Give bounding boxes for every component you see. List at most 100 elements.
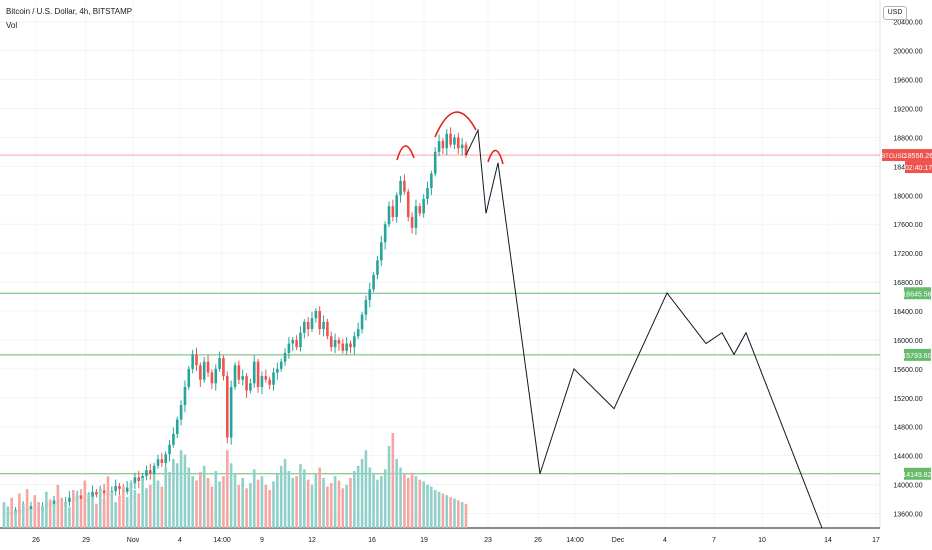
volume-bar <box>195 480 198 528</box>
volume-bar <box>75 495 79 528</box>
x-tick-label: 4 <box>663 537 667 544</box>
candle-body <box>453 137 456 145</box>
candle-body <box>372 274 375 290</box>
volume-bar <box>356 465 360 528</box>
candle-body <box>414 206 418 228</box>
volume-bar <box>241 477 244 528</box>
head-arc <box>434 111 477 138</box>
volume-bar <box>287 471 291 528</box>
candle-body <box>314 311 318 319</box>
volume-bar <box>133 490 137 528</box>
volume-bar <box>222 476 225 528</box>
volume-bar <box>345 484 348 528</box>
volume-bar <box>314 474 318 528</box>
candle-body <box>283 352 287 362</box>
candle-body <box>349 343 352 348</box>
candle-body <box>241 376 244 380</box>
y-tick-label: 19600.00 <box>893 78 922 85</box>
volume-bar <box>48 499 52 528</box>
volume-bar <box>329 483 333 528</box>
volume-bar <box>152 474 156 528</box>
candle-body <box>353 336 356 348</box>
y-tick-label: 16000.00 <box>893 338 922 345</box>
candle-body <box>449 133 452 145</box>
volume-bar <box>137 493 141 528</box>
x-tick-label: 16 <box>368 537 376 544</box>
volume-bar <box>21 503 25 528</box>
volume-bar <box>202 465 206 528</box>
volume-bar <box>460 502 464 528</box>
x-tick-label: 26 <box>534 537 542 544</box>
volume-bar <box>441 493 445 528</box>
volume-bar <box>341 488 345 528</box>
candle-body <box>295 339 298 348</box>
volume-bar <box>122 486 125 528</box>
volume-bar <box>37 502 40 528</box>
volume-bar <box>91 496 94 528</box>
candle-body <box>430 173 433 189</box>
volume-bar <box>2 502 6 528</box>
y-tick-label: 17600.00 <box>893 222 922 229</box>
volume-bar <box>272 481 275 528</box>
volume-bar <box>418 479 422 528</box>
projection-path <box>465 128 823 529</box>
x-tick-label: 17 <box>872 537 880 544</box>
volume-bar <box>264 484 268 528</box>
candle-body <box>226 376 229 438</box>
x-tick-label: 14:00 <box>566 537 584 544</box>
volume-bar <box>414 476 418 528</box>
candle-body <box>175 419 179 434</box>
candle-body <box>68 497 71 502</box>
volume-bar <box>449 496 452 528</box>
candle-body <box>91 491 94 497</box>
candle-body <box>391 206 395 217</box>
candle-body <box>460 144 464 149</box>
candle-body <box>79 495 83 500</box>
volume-bar <box>387 445 391 528</box>
y-tick-label: 18800.00 <box>893 135 922 142</box>
symbol-tag: BTCUSD <box>881 154 906 160</box>
x-tick-label: 14:00 <box>213 537 231 544</box>
volume-bar <box>168 471 171 528</box>
candle-body <box>152 465 156 474</box>
volume-bar <box>56 484 60 528</box>
candle-body <box>160 459 164 463</box>
candle-body <box>279 361 283 369</box>
volume-bar <box>306 479 310 528</box>
candle-body <box>299 332 302 348</box>
volume-bar <box>141 477 144 528</box>
volume-bar <box>399 467 402 528</box>
volume-bar <box>279 465 283 528</box>
x-tick-label: 19 <box>420 537 428 544</box>
volume-bar <box>295 476 298 528</box>
candle-body <box>441 141 445 149</box>
volume-bar <box>406 477 410 528</box>
candle-body <box>276 368 279 373</box>
candle-body <box>145 470 148 476</box>
volume-bar <box>380 476 383 528</box>
candle-body <box>322 321 325 330</box>
volume-bar <box>326 486 329 528</box>
candle-body <box>329 336 333 348</box>
volume-bar <box>79 500 83 528</box>
volume-bar <box>333 476 337 528</box>
candle-body <box>457 137 460 149</box>
volume-bar <box>368 467 372 528</box>
y-tick-label: 14800.00 <box>893 425 922 432</box>
x-tick-label: Nov <box>127 537 140 544</box>
candle-body <box>395 195 398 217</box>
volume-bar <box>52 503 56 528</box>
volume-bar <box>125 496 129 528</box>
x-tick-label: 26 <box>32 537 40 544</box>
volume-bar <box>303 469 306 528</box>
volume-bar <box>14 510 17 528</box>
level-price-label: 15793.60 <box>902 353 931 360</box>
candle-body <box>233 365 237 387</box>
volume-bar <box>114 502 117 528</box>
volume-bar <box>372 472 375 528</box>
currency-button[interactable]: USD <box>883 6 907 20</box>
candle-body <box>337 339 341 344</box>
level-price-label-bg <box>904 348 931 361</box>
volume-bar <box>299 464 302 528</box>
